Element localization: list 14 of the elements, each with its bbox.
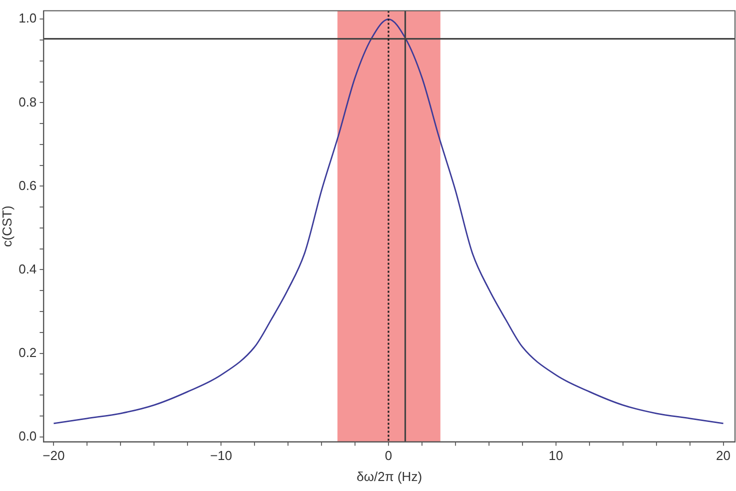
y-tick-label: 0.2	[18, 344, 37, 360]
y-tick-label: 1.0	[18, 10, 37, 26]
line-series	[53, 18, 724, 424]
x-tick-label: 20	[716, 448, 731, 464]
y-tick-label: 0.4	[18, 261, 37, 276]
y-tick-label: 0.0	[18, 428, 37, 444]
x-tick-label: −20	[42, 448, 65, 464]
y-axis-title: c(CST)	[0, 206, 14, 247]
y-tick-label: 0.8	[18, 94, 37, 110]
x-axis-title: δω/2π (Hz)	[356, 468, 422, 484]
y-tick-label: 0.6	[18, 178, 37, 193]
x-tick-label: −10	[210, 448, 232, 464]
x-tick-label: 10	[548, 448, 564, 464]
x-tick-label: 0	[384, 448, 392, 464]
